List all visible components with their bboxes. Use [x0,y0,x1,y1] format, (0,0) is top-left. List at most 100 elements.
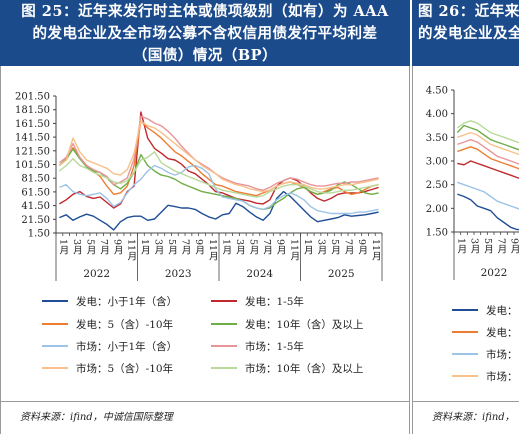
legend-power-5-10: 发电：5（含）-10年 [42,317,212,333]
fig25-y-tick-label: 61.50 [21,187,50,198]
legend2-power-5-10-swatch [452,331,478,333]
fig26-series-line-market-5-10 [457,131,519,156]
fig25-month-label: 11月 [207,239,219,261]
fig25-month-label: 9月 [193,239,205,255]
fig25-year-label: 2024 [246,268,273,280]
legend-market-lt1-label: 市场：小于1年（含） [76,341,178,353]
legend-power-lt1: 发电：小于1年（含） [42,294,212,310]
fig25-month-label: 7月 [98,239,110,255]
figure-26-title-line-2: 的发电企业及全 [418,25,519,42]
legend-market-1-5-label: 市场：1-5年 [245,341,304,353]
legend-power-5-10-swatch [42,323,68,325]
fig26-y-tick-label: 2.50 [426,180,448,191]
legend-market-1-5-swatch [211,345,237,347]
fig25-series-line-power-lt1 [59,190,379,231]
figure-25-title-bar: 图 25：近年来发行时主体或债项级别（如有）为 AAA 的发电企业及全市场公募不… [0,0,410,66]
fig26-month-label: 5月 [482,238,494,254]
fig26-series-line-market-lt1 [457,181,519,210]
fig25-month-label: 9月 [356,239,368,255]
fig25-y-tick-label: 181.50 [15,105,50,116]
fig25-year-label: 2022 [83,268,110,280]
legend2-power-lt1-label: 发电： [486,305,518,317]
figure-25-source-divider [0,401,410,402]
figure-25-title-line-1: 图 25：近年来发行时主体或债项级别（如有）为 AAA [21,3,389,20]
legend2-market-5-10-swatch [452,375,478,377]
legend-market-10p: 市场：10年（含）及以上 [211,361,401,377]
legend-market-1-5: 市场：1-5年 [211,339,391,355]
legend2-market-lt1-swatch [452,353,478,355]
legend-market-lt1-swatch [42,345,68,347]
fig26-series-line-market-10p [456,120,519,144]
legend-market-5-10-swatch [42,367,68,369]
fig25-month-label: 1月 [302,239,314,255]
fig25-y-tick-label: 141.50 [15,133,50,144]
fig25-year-label: 2025 [328,268,355,280]
figure-25-source-note: 资料来源：ifind，中诚信国际整理 [20,412,173,423]
fig25-month-label: 5月 [166,239,178,255]
fig25-y-tick-label: 1.50 [28,229,50,240]
fig26-y-tick-label: 2.00 [426,204,448,215]
fig25-y-tick-label: 41.50 [21,201,50,212]
fig26-series-line-power-5-10 [457,146,519,170]
fig25-y-tick-label: 81.50 [21,174,50,185]
fig25-series-line-market-5-10 [58,120,379,193]
fig25-series-line-power-10p [58,148,379,211]
fig25-year-label: 2023 [165,268,192,280]
fig25-month-label: 7月 [180,239,192,255]
fig25-month-label: 3月 [152,239,164,255]
legend-market-lt1: 市场：小于1年（含） [42,339,212,355]
figure-25-left-border [0,66,1,434]
fig26-y-tick-label: 3.00 [426,157,448,168]
fig25-month-label: 11月 [288,239,300,261]
fig25-month-label: 1月 [220,239,232,255]
fig25-y-tick-label: 101.50 [15,160,50,171]
fig25-month-label: 5月 [329,239,341,255]
fig26-month-label: 3月 [469,238,481,254]
fig25-month-label: 3月 [71,239,83,255]
figure-25-title-line-3: （国债）情况（BP） [132,47,278,64]
fig26-y-tick-label: 4.50 [426,86,448,97]
fig25-month-label: 5月 [85,239,97,255]
figure-25-line-chart: 1.50 21.50 41.50 61.50 81.50 101.50 121.50 141.… [15,92,383,281]
legend-market-10p-swatch [211,367,237,369]
figure-26-title-line-1: 图 26：近年来 [418,3,519,20]
fig26-month-label: 9月 [509,238,519,254]
legend-power-1-5-label: 发电：1-5年 [245,296,304,308]
fig26-series-line-power-1-5 [457,160,519,179]
fig26-series-line-power-lt1 [457,193,519,231]
fig25-y-tick-label: 201.50 [15,92,50,103]
legend2-market-5-10: 市场： [452,369,519,385]
fig25-month-label: 7月 [261,239,273,255]
legend-power-10p-label: 发电：10年（含）及以上 [245,319,364,331]
legend-power-10p: 发电：10年（含）及以上 [211,317,401,333]
fig25-month-label: 1月 [57,239,69,255]
legend-power-lt1-label: 发电：小于1年（含） [76,296,178,308]
legend-power-1-5-swatch [211,300,237,302]
fig25-y-tick-label: 21.50 [21,215,50,226]
legend-market-5-10-label: 市场：5（含）-10年 [76,363,174,375]
figure-26-line-chart: 1.502.002.503.003.504.004.501月3月5月7月9月11… [426,86,519,280]
fig25-y-tick-label: 161.50 [15,119,50,130]
figure-26-source-note: 资料来源：ifind， [432,412,515,423]
figure-26-left-border [412,66,413,434]
fig26-series-line-market-1-5 [457,138,519,165]
fig25-month-label: 9月 [112,239,124,255]
fig26-year-label: 2022 [481,267,508,279]
fig26-y-tick-label: 4.00 [426,109,448,120]
legend-power-1-5: 发电：1-5年 [211,294,391,310]
fig26-month-label: 1月 [455,238,467,254]
fig25-month-label: 3月 [315,239,327,255]
figure-25-right-border [409,66,410,434]
fig26-y-tick-label: 3.50 [426,133,448,144]
fig25-month-label: 9月 [275,239,287,255]
legend2-power-5-10: 发电： [452,325,519,341]
legend2-market-5-10-label: 市场： [486,371,518,383]
figure-26-title-bar: 图 26：近年来 的发电企业及全 [412,0,519,66]
fig26-month-label: 7月 [495,238,507,254]
legend2-power-5-10-label: 发电： [486,327,518,339]
figure-26-source-divider [412,401,519,402]
fig25-month-label: 5月 [248,239,260,255]
legend2-power-lt1-swatch [452,309,478,311]
fig26-y-tick-label: 1.50 [426,228,448,239]
fig25-month-label: 7月 [343,239,355,255]
